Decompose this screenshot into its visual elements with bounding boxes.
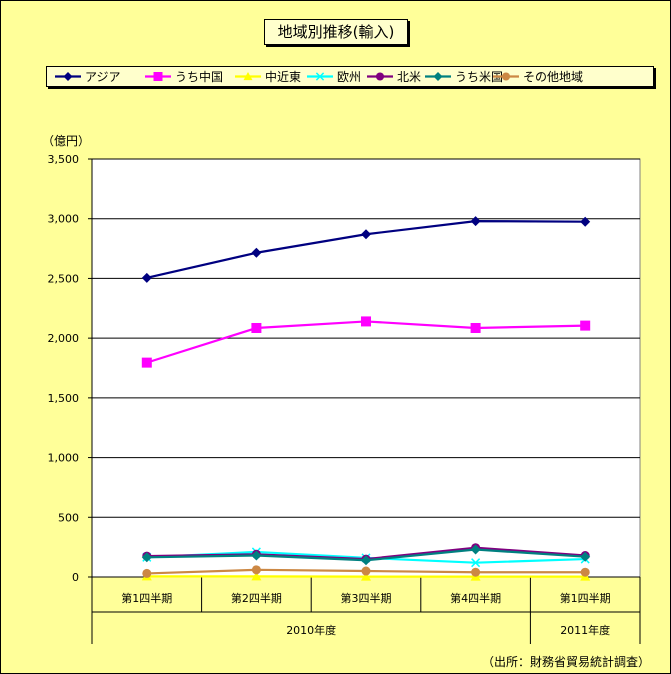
data-point (471, 558, 481, 568)
legend-label: 中近東 (265, 69, 301, 84)
series-5 (141, 544, 591, 566)
data-point (501, 72, 511, 81)
data-point (141, 552, 152, 563)
data-point (153, 72, 163, 81)
data-point (375, 72, 385, 81)
legend-label: 欧州 (337, 70, 361, 84)
x-tick-label: 第1四半期 (560, 591, 611, 605)
legend: アジア うち中国 中近東 欧州 北米 うち米国 その他地域 (46, 66, 654, 87)
data-point (251, 247, 262, 258)
y-tick-label: 2,500 (48, 272, 80, 285)
series-0 (141, 216, 591, 283)
legend-item: 北米 (367, 70, 421, 84)
data-point (361, 229, 371, 240)
data-point (470, 544, 481, 555)
series-1 (141, 316, 591, 368)
data-point (251, 571, 262, 581)
data-point (251, 565, 261, 575)
data-point (580, 320, 591, 331)
data-point (580, 567, 590, 577)
x-tick-label: 第1四半期 (121, 591, 172, 605)
year-group-label: 2011年度 (560, 623, 610, 637)
x-tick-label: 第3四半期 (341, 591, 392, 605)
y-tick-label: 0 (72, 571, 79, 584)
plot-area (91, 158, 641, 578)
data-point (361, 571, 371, 581)
data-point (470, 322, 481, 333)
y-tick-label: 3,000 (48, 213, 80, 226)
y-tick-label: 3,500 (48, 153, 80, 166)
data-point (471, 567, 481, 577)
x-tick-label: 第4四半期 (450, 591, 501, 605)
data-point (580, 216, 591, 227)
data-point (361, 316, 371, 327)
source-note: （出所：財務省貿易統計調査） (482, 654, 650, 669)
legend-label: 北米 (397, 70, 421, 84)
legend-item: 欧州 (307, 70, 361, 84)
data-point (142, 568, 152, 578)
legend-label: アジア (85, 70, 121, 84)
legend-item: その他地域 (493, 70, 583, 84)
data-point (251, 322, 262, 333)
legend-item: うち中国 (145, 69, 223, 84)
y-tick-label: 2,000 (48, 332, 80, 345)
chart-title: 地域別推移(輸入) (264, 19, 408, 45)
legend-item: 中近東 (235, 69, 301, 84)
y-tick-label: 1,500 (48, 392, 80, 405)
y-axis-label: （億円） (42, 134, 90, 148)
data-point (141, 272, 152, 283)
y-tick-label: 500 (58, 511, 79, 524)
data-point (580, 551, 591, 562)
legend-item: アジア (55, 70, 121, 84)
year-group-label: 2010年度 (286, 623, 336, 637)
data-point (63, 72, 73, 81)
legend-item: うち米国 (425, 70, 503, 84)
data-point (361, 555, 371, 566)
data-point (141, 357, 152, 368)
x-tick-label: 第2四半期 (231, 591, 282, 605)
series-6 (142, 565, 590, 578)
data-point (315, 72, 325, 81)
legend-label: うち中国 (175, 69, 223, 84)
data-point (243, 72, 253, 81)
legend-label: その他地域 (523, 70, 583, 84)
y-tick-label: 1,000 (48, 452, 80, 465)
data-point (251, 550, 262, 561)
data-point (470, 216, 481, 227)
legend-label: うち米国 (455, 70, 503, 84)
data-point (361, 566, 371, 576)
data-point (433, 72, 443, 81)
